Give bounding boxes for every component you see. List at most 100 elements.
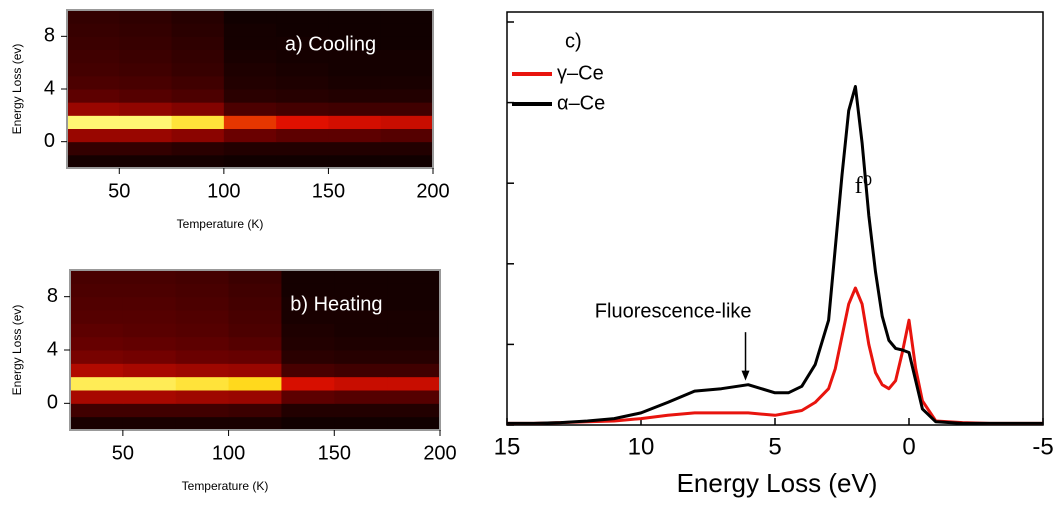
heat-cell: [276, 10, 329, 24]
heat-cell: [328, 115, 382, 129]
heat-cell: [328, 154, 382, 169]
heat-cell: [281, 363, 335, 378]
heat-cell: [223, 23, 277, 37]
heat-cell: [223, 115, 277, 129]
heat-cell: [281, 336, 335, 351]
heat-cell: [380, 154, 434, 169]
x-axis-label: Temperature (K): [182, 479, 269, 493]
heat-cell: [328, 128, 382, 143]
heat-cell: [328, 89, 382, 103]
heat-cell: [119, 36, 173, 50]
heat-cell: [223, 89, 277, 103]
y-tick-label: 8: [44, 25, 55, 47]
x-tick-label: 200: [416, 180, 449, 202]
x-tick-label: 50: [108, 180, 130, 202]
heat-cell: [328, 75, 382, 90]
heat-cell: [175, 403, 230, 418]
heat-cell: [67, 49, 120, 64]
heat-cell: [387, 310, 441, 324]
heat-cell: [119, 23, 173, 37]
heat-cell: [334, 336, 388, 351]
heat-cell: [276, 115, 329, 129]
heat-cell: [380, 141, 434, 156]
x-axis-label: Temperature (K): [177, 217, 264, 231]
heatmap: [70, 270, 441, 431]
heat-cell: [119, 102, 173, 116]
heat-cell: [328, 49, 382, 64]
heat-cell: [276, 141, 329, 156]
heat-cell: [334, 323, 388, 338]
heat-cell: [122, 283, 177, 298]
heat-cell: [70, 403, 124, 418]
heat-cell: [175, 336, 230, 351]
heat-cell: [380, 23, 434, 37]
heat-cell: [328, 62, 382, 77]
heat-cell: [380, 128, 434, 143]
heat-cell: [175, 363, 230, 378]
heat-cell: [223, 141, 277, 156]
heat-cell: [281, 390, 335, 404]
heat-cell: [334, 363, 388, 378]
x-tick-label: 15: [494, 433, 521, 460]
heat-cell: [334, 403, 388, 418]
heat-cell: [175, 283, 230, 298]
annotation-arrowhead: [741, 370, 750, 381]
x-tick-label: 10: [628, 433, 655, 460]
heat-cell: [228, 283, 282, 298]
heat-cell: [228, 270, 282, 284]
heat-cell: [67, 36, 120, 50]
heat-cell: [334, 390, 388, 404]
line-series: [507, 85, 1043, 425]
heat-cell: [387, 416, 441, 431]
panel-title: c): [565, 30, 582, 52]
legend-label: α–Ce: [557, 92, 605, 114]
heat-cell: [67, 62, 120, 77]
heat-cell: [119, 62, 173, 77]
heat-cell: [387, 403, 441, 418]
heat-cell: [67, 128, 120, 143]
heat-cell: [67, 89, 120, 103]
x-tick-label: 150: [318, 442, 351, 464]
heat-cell: [171, 128, 225, 143]
heat-cell: [228, 310, 282, 324]
heat-cell: [171, 154, 225, 169]
heat-cell: [276, 36, 329, 50]
annotation: f⁰: [855, 173, 873, 199]
heat-cell: [223, 154, 277, 169]
heat-cell: [223, 75, 277, 90]
x-tick-label: 200: [423, 442, 456, 464]
x-axis-label: Energy Loss (eV): [677, 468, 878, 498]
heat-cell: [67, 10, 120, 24]
heat-cell: [223, 128, 277, 143]
x-tick-label: 100: [212, 442, 245, 464]
heat-cell: [122, 403, 177, 418]
heat-cell: [70, 390, 124, 404]
heat-cell: [175, 390, 230, 404]
heat-cell: [175, 376, 230, 391]
heat-cell: [228, 296, 282, 311]
heat-cell: [228, 376, 282, 391]
heat-cell: [334, 283, 388, 298]
heat-cell: [387, 283, 441, 298]
heat-cell: [276, 89, 329, 103]
heat-cell: [387, 336, 441, 351]
heat-cell: [70, 310, 124, 324]
heat-cell: [328, 141, 382, 156]
y-tick-label: 0: [44, 130, 55, 152]
heat-cell: [119, 49, 173, 64]
heat-cell: [119, 141, 173, 156]
heat-cell: [228, 390, 282, 404]
heat-cell: [70, 323, 124, 338]
heat-cell: [281, 310, 335, 324]
heat-cell: [228, 323, 282, 338]
heat-cell: [276, 128, 329, 143]
heat-cell: [328, 10, 382, 24]
heat-cell: [380, 36, 434, 50]
heat-cell: [67, 23, 120, 37]
heat-cell: [223, 36, 277, 50]
heat-cell: [122, 376, 177, 391]
heat-cell: [228, 363, 282, 378]
heat-cell: [70, 336, 124, 351]
heat-cell: [281, 323, 335, 338]
heat-cell: [119, 89, 173, 103]
